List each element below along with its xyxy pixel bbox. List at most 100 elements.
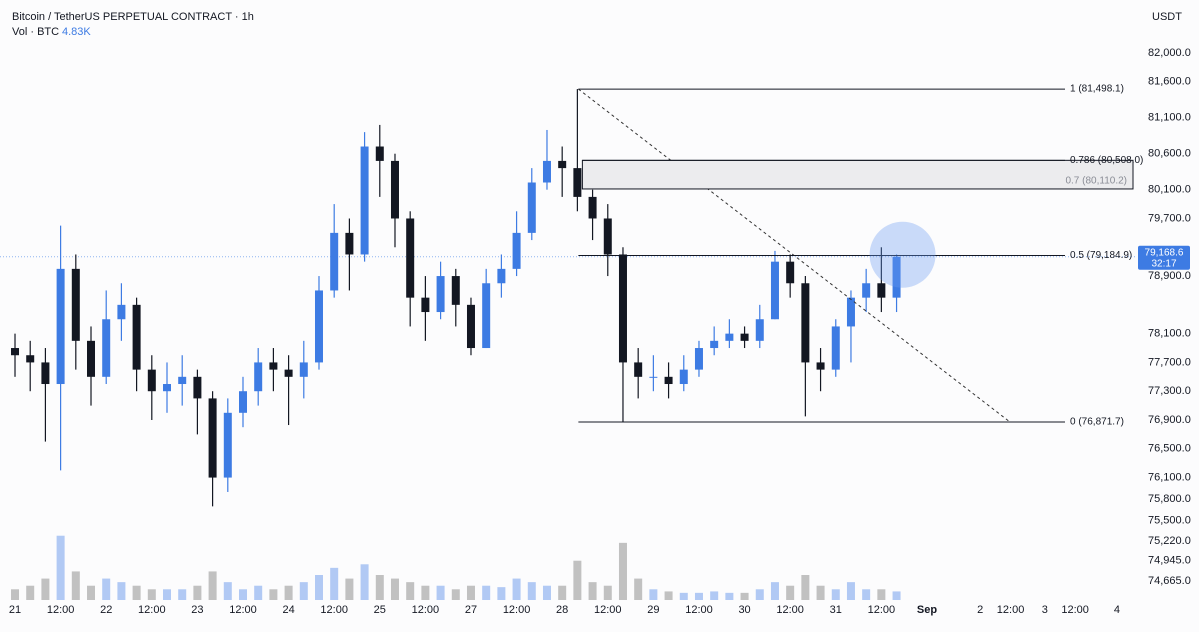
candle-body — [26, 355, 35, 363]
candle-body — [588, 196, 597, 219]
candle-body — [330, 232, 339, 291]
candle-body — [755, 319, 764, 341]
x-tick-label: 4 — [1114, 604, 1120, 616]
fib-zone — [581, 159, 1134, 190]
y-tick-label: 75,220.0 — [1148, 535, 1191, 547]
volume-bar — [573, 560, 582, 600]
candle-body — [345, 232, 354, 255]
x-tick-label: 3 — [1042, 604, 1048, 616]
x-tick-label: 2 — [977, 604, 983, 616]
candle-body — [375, 146, 384, 161]
x-tick-label: 12:00 — [685, 604, 713, 616]
fib-label: 0.7 (80,110.2) — [1065, 176, 1127, 187]
y-tick-label: 79,700.0 — [1148, 212, 1191, 224]
x-tick-label: 12:00 — [229, 604, 257, 616]
x-tick-label: 12:00 — [594, 604, 622, 616]
x-tick-label: 27 — [465, 604, 477, 616]
chart-title: Bitcoin / TetherUS PERPETUAL CONTRACT · … — [12, 11, 254, 23]
candle-body — [132, 304, 141, 370]
x-tick-label: Sep — [917, 604, 937, 616]
x-tick-label: 12:00 — [412, 604, 440, 616]
volume-bar — [618, 542, 627, 600]
volume-bar — [390, 578, 399, 600]
volume-bar — [679, 592, 688, 600]
candle-body — [862, 283, 871, 298]
volume-bar — [406, 582, 415, 600]
candle-body — [11, 348, 20, 356]
fib-label: 0.786 (80,508.0) — [1070, 155, 1143, 166]
x-tick-label: 22 — [100, 604, 112, 616]
y-tick-label: 80,100.0 — [1148, 184, 1191, 196]
volume-bar — [740, 592, 749, 600]
price-tag-countdown: 32:17 — [1151, 258, 1176, 269]
y-tick-label: 77,300.0 — [1148, 385, 1191, 397]
candle-body — [770, 261, 779, 320]
candle-body — [406, 218, 415, 298]
candle-body — [527, 182, 536, 233]
candle-body — [497, 268, 506, 284]
x-tick-label: 12:00 — [776, 604, 804, 616]
volume-bar — [664, 591, 673, 600]
candle-body — [41, 362, 50, 385]
candle-body — [649, 376, 658, 378]
candle-body — [421, 297, 430, 313]
x-tick-label: 12:00 — [320, 604, 348, 616]
y-tick-label: 81,100.0 — [1148, 112, 1191, 124]
volume-bar — [482, 585, 491, 600]
candle-body — [466, 304, 475, 349]
candle-body — [299, 362, 308, 377]
price-tag-value: 79,168.6 — [1145, 247, 1184, 258]
volume-bar — [710, 591, 719, 600]
volume-bar — [649, 589, 658, 600]
fib-label: 0 (76,871.7) — [1070, 417, 1124, 428]
y-tick-label: 77,700.0 — [1148, 356, 1191, 368]
volume-bar — [831, 589, 840, 600]
candle-body — [87, 340, 96, 377]
x-tick-label: 12:00 — [997, 604, 1025, 616]
candle-body — [117, 304, 126, 320]
x-tick-label: 29 — [647, 604, 659, 616]
candle-body — [542, 160, 551, 183]
candle-body — [740, 333, 749, 341]
y-tick-label: 78,900.0 — [1148, 270, 1191, 282]
volume-bar — [41, 578, 50, 600]
candle-body — [816, 362, 825, 370]
volume-bar — [512, 578, 521, 600]
candle-body — [390, 160, 399, 219]
candle-body — [710, 340, 719, 349]
volume-bar — [117, 582, 126, 600]
x-tick-label: 24 — [282, 604, 294, 616]
y-tick-label: 75,500.0 — [1148, 515, 1191, 527]
x-tick-label: 28 — [556, 604, 568, 616]
volume-bar — [238, 589, 247, 600]
volume-bar — [345, 578, 354, 600]
volume-bar — [102, 578, 111, 600]
candle-body — [360, 146, 369, 255]
candle-body — [573, 168, 582, 197]
candle-body — [163, 384, 172, 392]
candle-body — [558, 160, 567, 169]
volume-bar — [755, 589, 764, 600]
volume-bar — [786, 585, 795, 600]
volume-bar — [147, 589, 156, 600]
volume-bar — [694, 592, 703, 600]
volume-bar — [178, 589, 187, 600]
y-tick-label: 81,600.0 — [1148, 76, 1191, 88]
volume-bar — [588, 582, 597, 600]
y-tick-label: 75,800.0 — [1148, 493, 1191, 505]
volume-bar — [208, 571, 217, 600]
candle-body — [634, 362, 643, 377]
volume-bar — [193, 585, 202, 600]
highlight — [869, 221, 936, 288]
volume-bar — [330, 567, 339, 600]
candle-body — [801, 283, 810, 363]
volume-bar — [816, 585, 825, 600]
volume-bar — [132, 585, 141, 600]
candle-body — [831, 326, 840, 370]
candle-body — [512, 232, 521, 269]
x-tick-label: 23 — [191, 604, 203, 616]
volume-bar — [877, 589, 886, 600]
candle-body — [694, 348, 703, 370]
